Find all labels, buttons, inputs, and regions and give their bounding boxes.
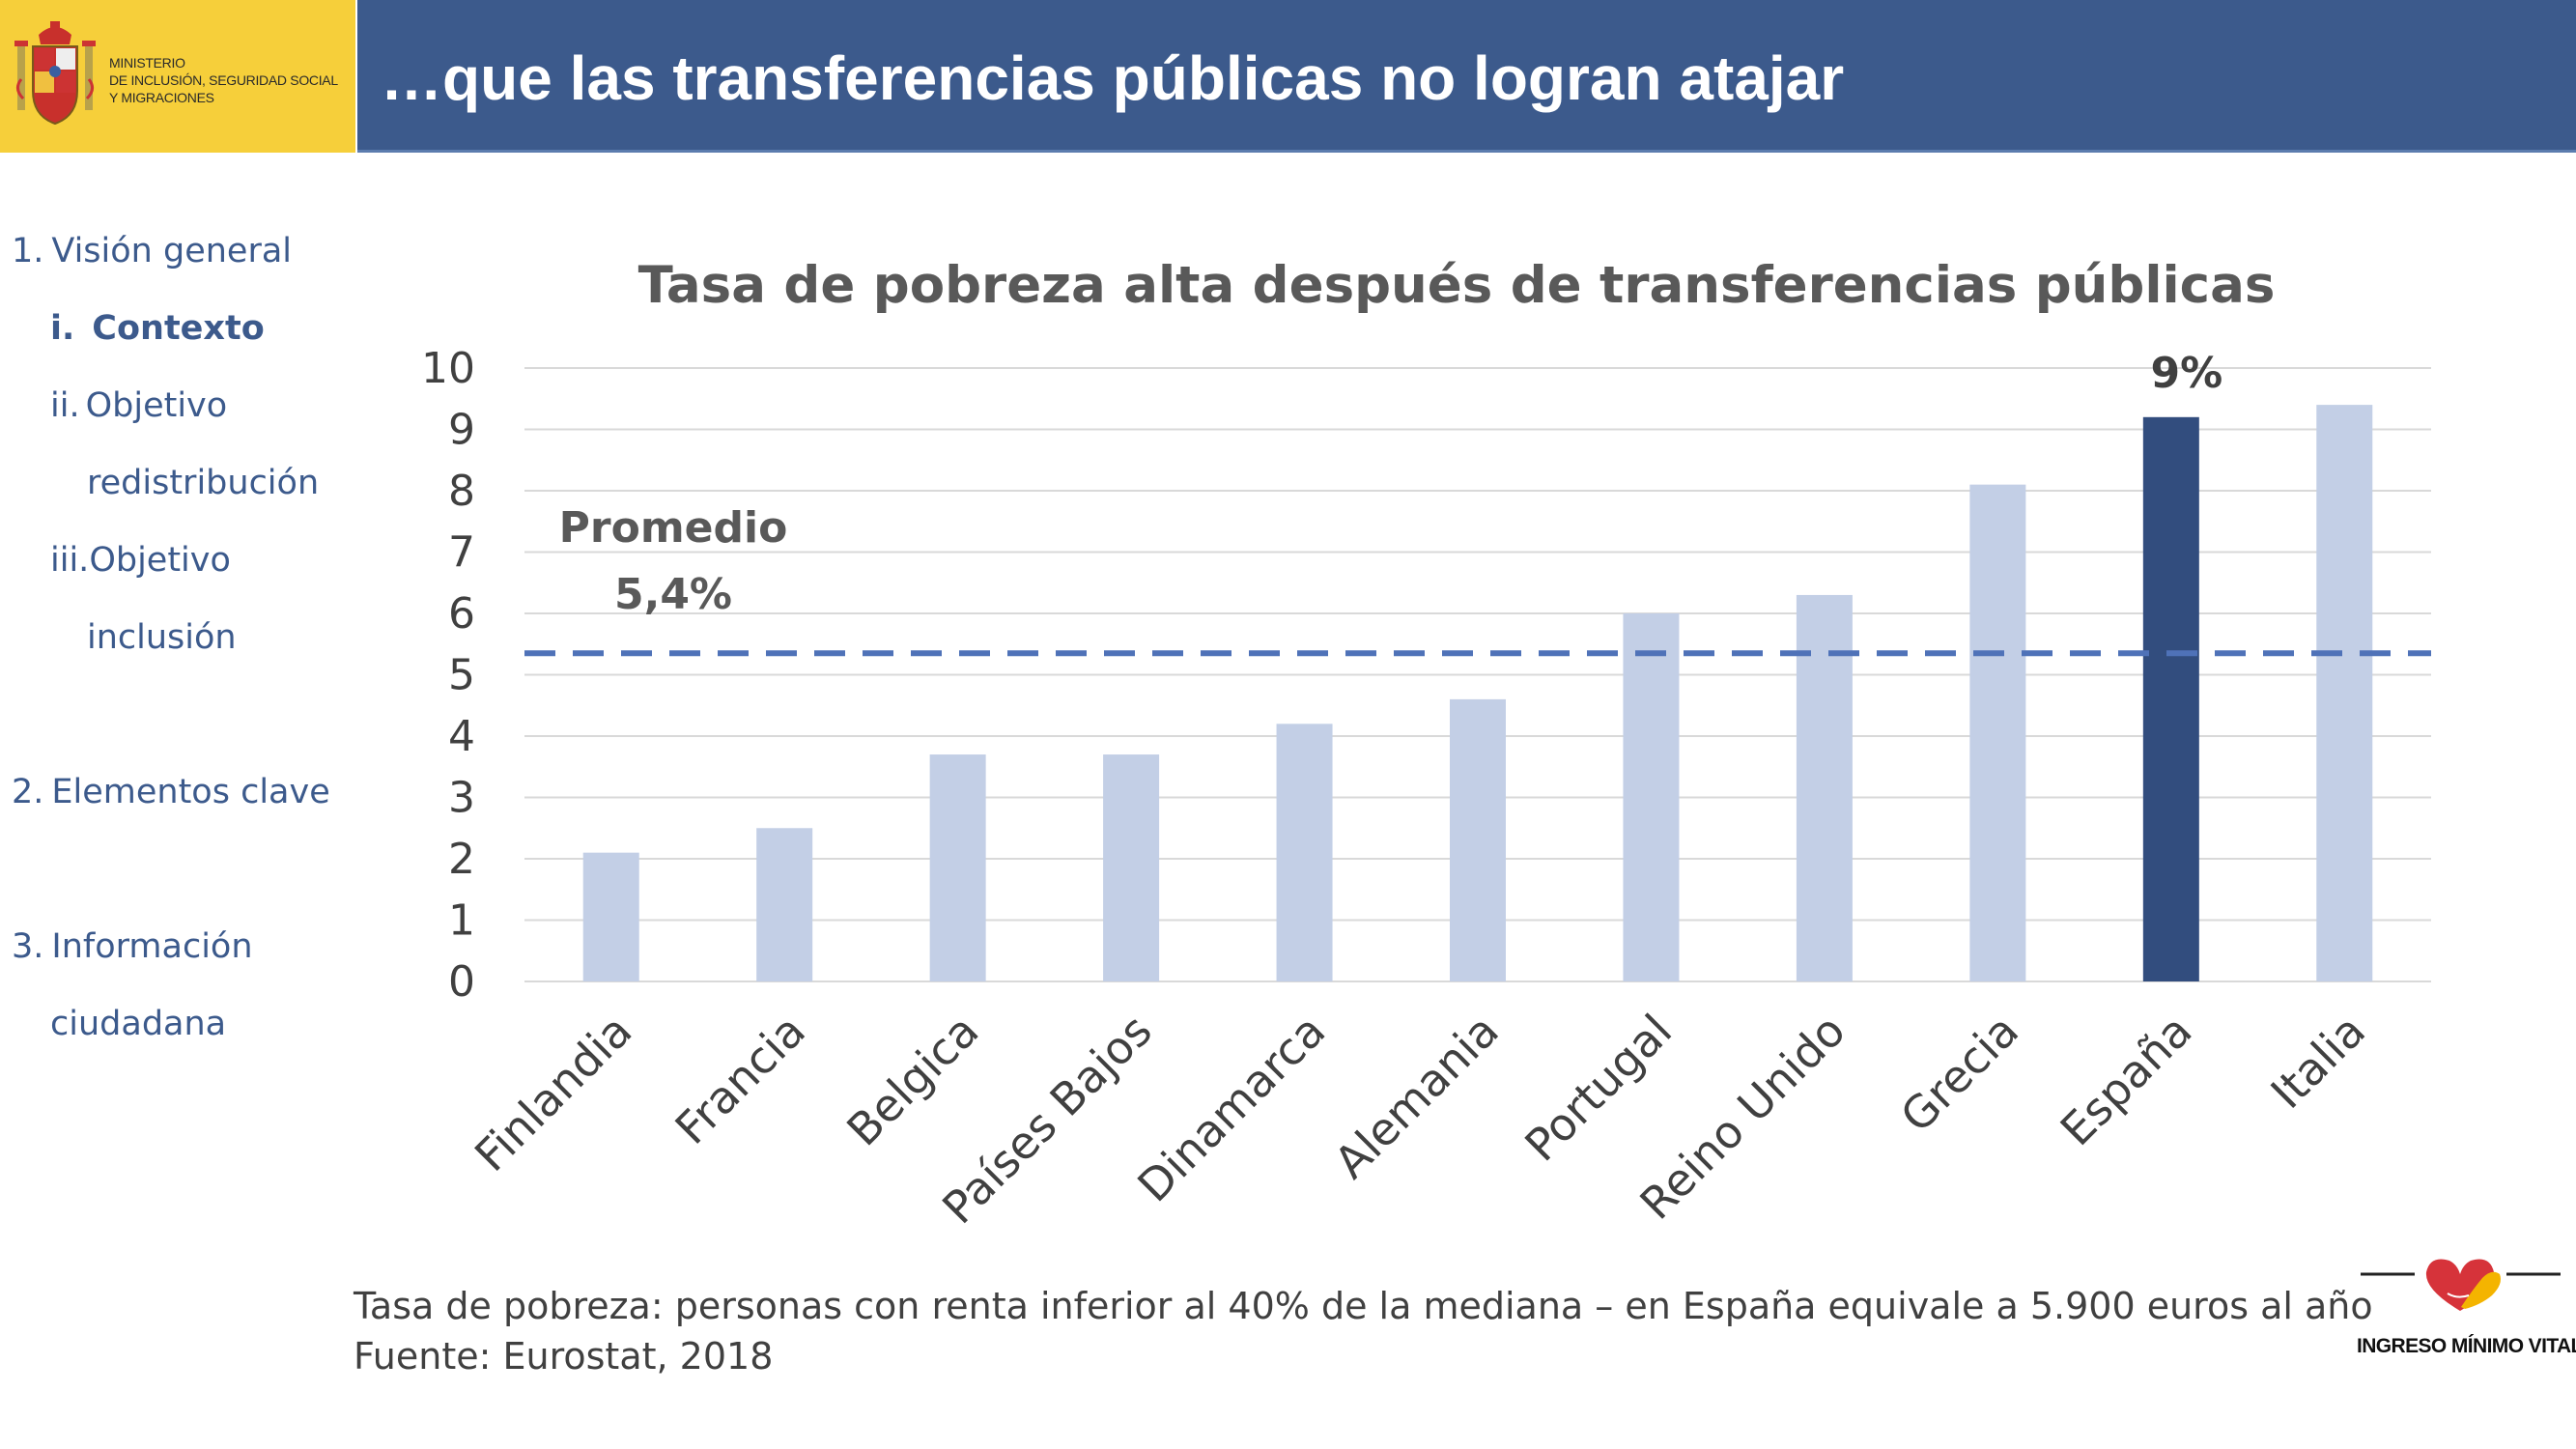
page-title: …que las transferencias públicas no logr… bbox=[381, 43, 1845, 113]
y-tick-label: 3 bbox=[448, 774, 475, 823]
nav-item-label: Visión general bbox=[51, 232, 293, 270]
ministry-line: Y MIGRACIONES bbox=[109, 90, 214, 105]
nav-item-label: Contexto bbox=[92, 309, 265, 348]
nav-item-label: inclusión bbox=[87, 618, 237, 657]
bar-grecia bbox=[1969, 484, 2026, 981]
bar-países-bajos bbox=[1103, 754, 1160, 981]
brand-logo-text: INGRESO MÍNIMO VITAL bbox=[2357, 1335, 2576, 1357]
y-tick-label: 7 bbox=[448, 528, 475, 578]
nav-item-elementos-clave[interactable]: 2. Elementos clave bbox=[12, 773, 330, 811]
y-tick-label: 6 bbox=[448, 589, 475, 639]
nav-item-vision-general[interactable]: 1. Visión general bbox=[12, 232, 292, 270]
nav-item-continuation[interactable]: ciudadana bbox=[50, 1005, 226, 1043]
x-tick-label: Finlandia bbox=[465, 1005, 641, 1181]
bar-alemania bbox=[1450, 698, 1506, 981]
bars: 9% bbox=[582, 349, 2373, 982]
footnote-definition: Tasa de pobreza: personas con renta infe… bbox=[354, 1285, 2373, 1327]
bar-españa bbox=[2142, 416, 2199, 981]
x-tick-label: Italia bbox=[2261, 1005, 2375, 1119]
average-label-value: 5,4% bbox=[614, 570, 732, 619]
bar-reino-unido bbox=[1796, 594, 1853, 981]
y-tick-label: 9 bbox=[448, 406, 475, 455]
y-axis-ticks: 0 1 2 3 4 5 6 7 8 9 10 bbox=[421, 344, 475, 1007]
y-tick-label: 5 bbox=[448, 651, 475, 700]
bar-value-label: 9% bbox=[2150, 349, 2222, 398]
nav-item-continuation[interactable]: redistribución bbox=[87, 464, 319, 502]
y-tick-label: 2 bbox=[448, 835, 475, 884]
ministry-line: DE INCLUSIÓN, SEGURIDAD SOCIAL bbox=[109, 72, 338, 88]
bar-italia bbox=[2316, 405, 2373, 982]
nav-item-label: redistribución bbox=[87, 464, 320, 502]
ministry-logo: MINISTERIO DE INCLUSIÓN, SEGURIDAD SOCIA… bbox=[0, 0, 355, 153]
nav-item-continuation[interactable]: inclusión bbox=[87, 618, 237, 657]
bar-belgica bbox=[929, 754, 986, 981]
title-bar: …que las transferencias públicas no logr… bbox=[357, 0, 2576, 153]
nav-item-label: Objetivo bbox=[89, 541, 231, 580]
nav-item-number: 2. bbox=[12, 773, 44, 811]
nav-item-informacion-ciudadana[interactable]: 3. Información bbox=[12, 927, 253, 966]
ministry-name: MINISTERIO DE INCLUSIÓN, SEGURIDAD SOCIA… bbox=[109, 54, 351, 106]
nav-item-label: Información bbox=[51, 927, 253, 966]
coat-of-arms-icon bbox=[14, 21, 96, 126]
nav-item-objetivo-redistribucion[interactable]: ii. Objetivo bbox=[50, 386, 227, 425]
nav-item-contexto[interactable]: i. Contexto bbox=[50, 309, 265, 348]
ministry-line: MINISTERIO bbox=[109, 55, 185, 71]
footnote-source: Fuente: Eurostat, 2018 bbox=[354, 1335, 774, 1378]
y-tick-label: 10 bbox=[421, 344, 475, 393]
bar-francia bbox=[756, 828, 813, 981]
bar-chart: Tasa de pobreza alta después de transfer… bbox=[421, 256, 2431, 1235]
average-label-title: Promedio bbox=[559, 503, 788, 553]
nav-item-number: ii. bbox=[50, 386, 80, 425]
nav-item-label: Objetivo bbox=[85, 386, 228, 425]
bar-portugal bbox=[1623, 613, 1680, 981]
x-tick-label: Francia bbox=[665, 1005, 815, 1154]
heart-hands-icon bbox=[2361, 1259, 2561, 1311]
x-tick-label: Alemania bbox=[1324, 1005, 1509, 1189]
nav-item-number: i. bbox=[50, 309, 75, 348]
x-tick-label: Belgica bbox=[836, 1005, 988, 1156]
chart-title: Tasa de pobreza alta después de transfer… bbox=[638, 256, 2276, 315]
x-tick-label: Grecia bbox=[1890, 1005, 2028, 1143]
y-tick-label: 0 bbox=[448, 957, 475, 1007]
nav-item-number: 1. bbox=[12, 232, 44, 270]
x-tick-label: España bbox=[2051, 1005, 2202, 1156]
nav-item-number: iii. bbox=[50, 541, 90, 580]
nav-item-label: Elementos clave bbox=[51, 773, 330, 811]
nav-item-objetivo-inclusion[interactable]: iii.Objetivo bbox=[50, 541, 231, 580]
nav-item-number: 3. bbox=[12, 927, 44, 966]
y-tick-label: 1 bbox=[448, 896, 475, 946]
sidebar-nav: 1. Visión general i. Contexto ii. Objetivo … bbox=[0, 0, 348, 1063]
x-tick-label: Dinamarca bbox=[1127, 1005, 1335, 1212]
y-tick-label: 8 bbox=[448, 467, 475, 516]
x-tick-label: Portugal bbox=[1514, 1005, 1682, 1172]
bar-dinamarca bbox=[1276, 724, 1333, 981]
y-tick-label: 4 bbox=[448, 712, 475, 761]
nav-item-label: ciudadana bbox=[50, 1005, 227, 1043]
bar-finlandia bbox=[582, 852, 639, 981]
